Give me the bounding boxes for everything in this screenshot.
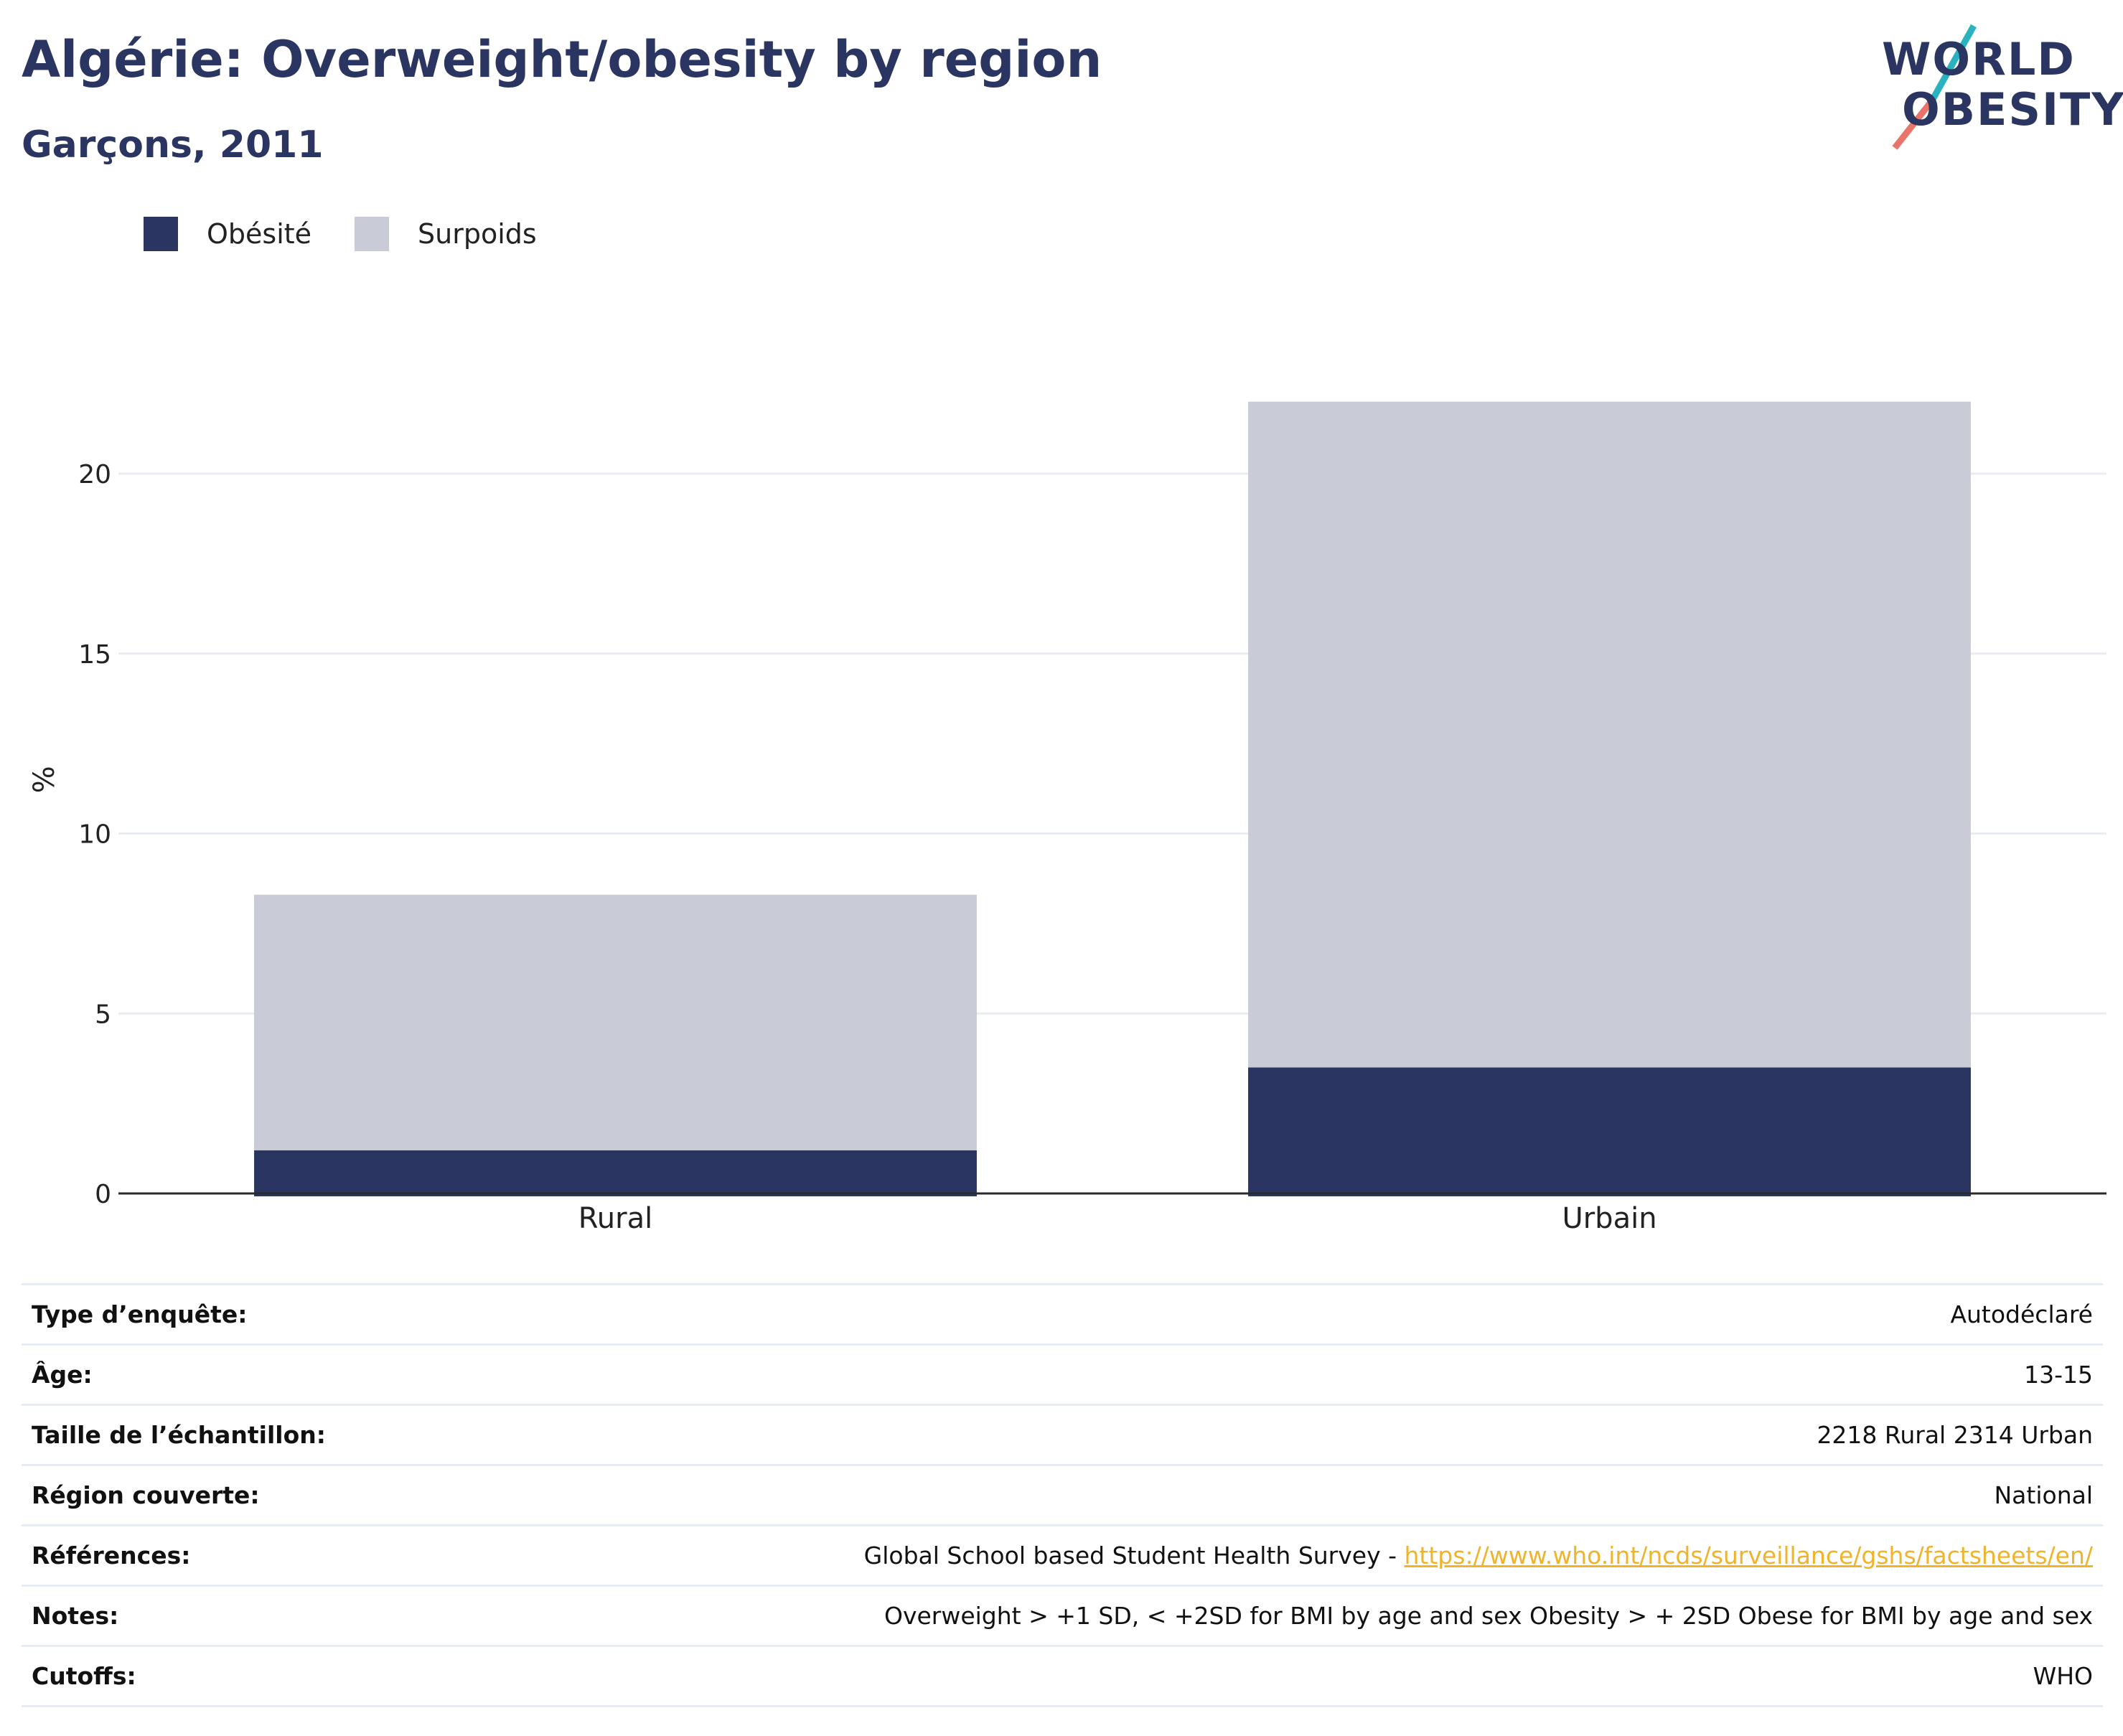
info-value: Overweight > +1 SD, < +2SD for BMI by ag… [884,1602,2093,1630]
y-tick-label: 0 [95,1180,111,1209]
bar-overweight-rural [254,894,977,1150]
info-label: Cutoffs: [32,1662,136,1690]
info-row: Âge: 13-15 [22,1343,2103,1404]
info-row: Type d’enquête: Autodéclaré [22,1283,2103,1343]
info-value-text: Global School based Student Health Surve… [863,1542,1405,1570]
page-subtitle: Garçons, 2011 [22,123,324,166]
info-value: National [1994,1481,2093,1509]
legend-swatch-obesity [144,217,178,251]
bar-overweight-urbain [1248,401,1971,1068]
info-value: Global School based Student Health Surve… [864,1542,2093,1570]
info-label: Région couverte: [32,1481,260,1509]
legend-item-obesity[interactable]: Obésité [144,217,311,251]
info-row: Taille de l’échantillon: 2218 Rural 2314 … [22,1404,2103,1464]
world-obesity-logo: WORLD OBESITY [1866,20,2123,156]
info-row: Références: Global School based Student H… [22,1524,2103,1585]
info-label: Type d’enquête: [32,1300,248,1328]
info-value-text: 13-15 [2024,1361,2093,1389]
info-value-text: Overweight > +1 SD, < +2SD for BMI by ag… [884,1602,2093,1630]
info-label: Âge: [32,1361,93,1389]
y-tick-label: 15 [78,640,111,670]
y-axis-label: % [28,766,61,793]
info-row: Notes: Overweight > +1 SD, < +2SD for BMI… [22,1585,2103,1645]
bar-obesity-urbain [1248,1067,1971,1196]
info-label: Notes: [32,1602,119,1630]
info-value-text: Autodéclaré [1950,1300,2093,1328]
chart-legend: Obésité Surpoids [144,212,580,255]
legend-label-obesity: Obésité [207,218,312,250]
stacked-bar-chart: 0 5 10 15 20% Rural Urbain [28,401,2106,1235]
info-value-text: 2218 Rural 2314 Urban [1817,1421,2093,1449]
info-label: Taille de l’échantillon: [32,1421,326,1449]
page-title: Algérie: Overweight/obesity by region [22,30,1102,89]
info-value: 13-15 [2024,1361,2093,1389]
y-tick-label: 5 [95,1000,111,1029]
legend-swatch-overweight [355,217,390,251]
info-row: Cutoffs: WHO [22,1645,2103,1707]
logo-slash-icon [1892,24,1977,150]
x-tick-label: Urbain [1562,1202,1656,1235]
info-value: 2218 Rural 2314 Urban [1817,1421,2093,1449]
info-value: WHO [2033,1662,2093,1690]
y-tick-label: 10 [78,820,111,850]
info-value: Autodéclaré [1950,1300,2093,1328]
logo-text-world: WORLD [1882,33,2076,85]
legend-item-overweight[interactable]: Surpoids [355,217,537,251]
y-tick-label: 20 [78,460,111,489]
info-value-text: National [1994,1481,2093,1509]
logo-text-obesity: OBESITY [1902,83,2123,136]
survey-info-table: Type d’enquête: Autodéclaré Âge: 13-15 Taill… [22,1283,2103,1707]
reference-link[interactable]: https://www.who.int/ncds/surveillance/gs… [1404,1542,2093,1570]
info-label: Références: [32,1542,191,1570]
info-row: Région couverte: National [22,1464,2103,1524]
legend-label-overweight: Surpoids [418,218,537,250]
x-tick-label: Rural [578,1202,652,1235]
info-value-text: WHO [2033,1662,2093,1690]
bar-obesity-rural [254,1150,977,1196]
